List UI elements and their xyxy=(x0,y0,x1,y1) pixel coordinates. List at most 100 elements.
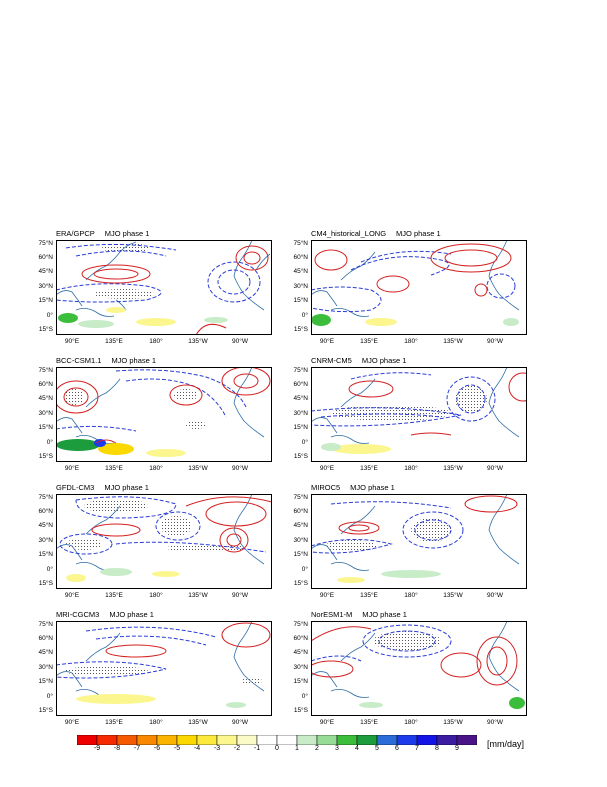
lat-label: 45°N xyxy=(293,649,308,656)
lon-label: 135°W xyxy=(188,719,208,726)
map-plot xyxy=(311,621,527,716)
panel-dataset-label: MIROC5 xyxy=(311,483,341,492)
lat-label: 75°N xyxy=(38,367,53,374)
lon-label: 135°E xyxy=(360,465,378,472)
colorbar-tick-label: -8 xyxy=(113,745,121,752)
lat-label: 30°N xyxy=(293,664,308,671)
precip-anomalies xyxy=(321,443,391,454)
lon-label: 135°E xyxy=(105,719,123,726)
stippling xyxy=(331,385,487,421)
map-plot xyxy=(311,240,527,335)
lon-label: 135°E xyxy=(360,592,378,599)
lat-label: 15°N xyxy=(38,297,53,304)
colorbar-tick-label: -5 xyxy=(173,745,181,752)
lon-label: 180° xyxy=(404,592,418,599)
lat-label: 75°N xyxy=(38,240,53,247)
colorbar-swatch xyxy=(456,735,477,745)
panel-dataset-label: CM4_historical_LONG xyxy=(311,229,387,238)
colorbar-swatch xyxy=(396,735,418,745)
positive-contours xyxy=(311,626,518,686)
map-plot xyxy=(56,367,272,462)
colorbar-swatch xyxy=(156,735,178,745)
lon-label: 90°E xyxy=(319,719,335,726)
panel-phase-label: MJO phase 1 xyxy=(109,610,154,619)
precip-anomalies xyxy=(76,694,246,708)
colorbar-tick-label: -2 xyxy=(233,745,241,752)
lon-label: 135°E xyxy=(105,592,123,599)
lon-label: 180° xyxy=(149,338,163,345)
lat-label: 60°N xyxy=(38,381,53,388)
panel-era-gpcp: ERA/GPCP MJO phase 1 75°N 60°N 45°N 30°N xyxy=(38,229,272,335)
panel-dataset-label: ERA/GPCP xyxy=(56,229,95,238)
lat-label: 60°N xyxy=(293,508,308,515)
lat-label: 75°N xyxy=(293,494,308,501)
lat-label: 15°N xyxy=(38,551,53,558)
stippling xyxy=(64,389,206,429)
lat-label: 0° xyxy=(46,566,53,573)
colorbar-tick-label: 9 xyxy=(455,745,459,752)
colorbar-tick-label: -1 xyxy=(253,745,261,752)
lat-label: 15°S xyxy=(293,707,308,714)
negative-contours xyxy=(311,372,496,427)
coastlines xyxy=(311,621,520,698)
positive-contours xyxy=(314,243,512,297)
coastlines xyxy=(311,240,520,317)
colorbar-swatch xyxy=(356,735,378,745)
lat-label: 15°N xyxy=(293,297,308,304)
panel-dataset-label: CNRM-CM5 xyxy=(311,356,352,365)
lon-label: 135°W xyxy=(188,465,208,472)
map-frame xyxy=(311,621,527,716)
precip-anomalies xyxy=(311,314,519,326)
lat-label: 30°N xyxy=(38,664,53,671)
lat-label: 30°N xyxy=(293,283,308,290)
panel-phase-label: MJO phase 1 xyxy=(111,356,157,365)
lon-label: 180° xyxy=(404,719,418,726)
lat-label: 45°N xyxy=(293,268,308,275)
lon-label: 90°W xyxy=(232,592,248,599)
panel-dataset-label: MRI-CGCM3 xyxy=(56,610,100,619)
colorbar-units-label: [mm/day] xyxy=(487,739,525,749)
lon-label: 90°E xyxy=(319,338,335,345)
positive-contours xyxy=(91,496,272,553)
lat-label: 15°S xyxy=(38,326,53,333)
lon-label: 135°W xyxy=(443,465,463,472)
lat-label: 60°N xyxy=(38,508,53,515)
lon-label: 135°W xyxy=(188,338,208,345)
lon-label: 135°W xyxy=(443,719,463,726)
lat-label: 15°N xyxy=(38,424,53,431)
lat-label: 75°N xyxy=(293,621,308,628)
lon-label: 90°W xyxy=(487,719,503,726)
lat-label: 15°N xyxy=(293,678,308,685)
lat-label: 75°N xyxy=(38,621,53,628)
colorbar-swatch xyxy=(336,735,358,745)
colorbar-tick-label: -4 xyxy=(193,745,201,752)
lat-label: 60°N xyxy=(38,254,53,261)
colorbar-swatch xyxy=(276,735,298,745)
lat-label: 0° xyxy=(301,566,308,573)
negative-contours xyxy=(56,369,247,432)
panel-dataset-label: GFDL-CM3 xyxy=(56,483,95,492)
lat-label: 15°S xyxy=(293,580,308,587)
panel-phase-label: MJO phase 1 xyxy=(361,356,407,365)
lon-label: 135°E xyxy=(360,719,378,726)
lon-label: 90°E xyxy=(64,719,80,726)
lat-label: 15°S xyxy=(38,580,53,587)
colorbar-tick-label: -9 xyxy=(93,745,101,752)
lat-label: 0° xyxy=(301,439,308,446)
lon-label: 90°E xyxy=(64,465,80,472)
lon-label: 180° xyxy=(149,719,163,726)
colorbar-swatch xyxy=(436,735,458,745)
colorbar-tick-label: 2 xyxy=(315,745,319,752)
lat-label: 30°N xyxy=(38,283,53,290)
panel-noresm1-m: NorESM1-M MJO phase 1 75°N 60°N 45°N 30°N… xyxy=(293,610,527,726)
colorbar-swatch xyxy=(136,735,158,745)
colorbar-tick-label: 5 xyxy=(375,745,379,752)
colorbar-swatch xyxy=(296,735,318,745)
lon-label: 135°W xyxy=(443,338,463,345)
colorbar xyxy=(77,735,477,745)
colorbar-tick-label: 7 xyxy=(415,745,419,752)
colorbar-tick-label: 3 xyxy=(335,745,339,752)
colorbar-tick-label: 4 xyxy=(355,745,359,752)
stippling xyxy=(64,666,262,685)
map-frame xyxy=(56,494,272,589)
